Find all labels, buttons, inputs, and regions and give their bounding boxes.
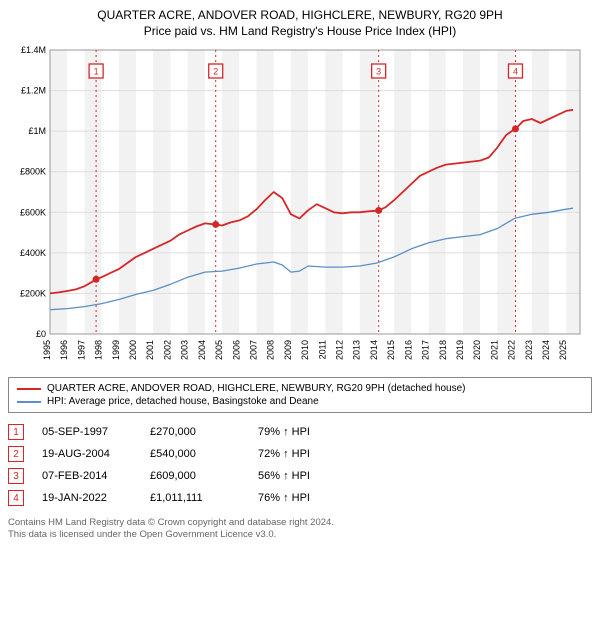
- chart-title-line2: Price paid vs. HM Land Registry's House …: [8, 24, 592, 38]
- svg-text:£800K: £800K: [20, 167, 46, 177]
- svg-text:2006: 2006: [231, 340, 241, 360]
- svg-text:2024: 2024: [541, 340, 551, 360]
- svg-text:2016: 2016: [403, 340, 413, 360]
- svg-text:2012: 2012: [335, 340, 345, 360]
- legend-row: HPI: Average price, detached house, Basi…: [17, 395, 583, 408]
- legend-swatch: [17, 388, 41, 390]
- legend-label: QUARTER ACRE, ANDOVER ROAD, HIGHCLERE, N…: [47, 383, 465, 394]
- svg-text:1996: 1996: [59, 340, 69, 360]
- footer-attribution: Contains HM Land Registry data © Crown c…: [8, 517, 592, 542]
- svg-text:£600K: £600K: [20, 207, 46, 217]
- svg-text:2014: 2014: [369, 340, 379, 360]
- sale-date: 05-SEP-1997: [42, 426, 132, 438]
- svg-text:2021: 2021: [489, 340, 499, 360]
- svg-text:2009: 2009: [283, 340, 293, 360]
- sale-pct: 79% ↑ HPI: [258, 426, 348, 438]
- price-chart: £0 £200K £400K £600K £800K £1M £1.2M £1.4M 1995 1…: [8, 44, 588, 364]
- sale-pct: 72% ↑ HPI: [258, 448, 348, 460]
- svg-text:2004: 2004: [197, 340, 207, 360]
- sales-table: 1 05-SEP-1997 £270,000 79% ↑ HPI 2 19-AUG-200…: [8, 421, 592, 509]
- svg-text:2007: 2007: [248, 340, 258, 360]
- svg-text:£200K: £200K: [20, 288, 46, 298]
- svg-text:2018: 2018: [438, 340, 448, 360]
- svg-text:2022: 2022: [507, 340, 517, 360]
- sale-price: £1,011,111: [150, 492, 240, 504]
- svg-text:3: 3: [376, 67, 381, 77]
- sale-marker: 4: [8, 490, 24, 506]
- legend-row: QUARTER ACRE, ANDOVER ROAD, HIGHCLERE, N…: [17, 382, 583, 395]
- svg-text:1: 1: [94, 67, 99, 77]
- svg-text:£1M: £1M: [28, 126, 46, 136]
- legend-swatch: [17, 401, 41, 403]
- svg-text:£400K: £400K: [20, 248, 46, 258]
- svg-text:1998: 1998: [94, 340, 104, 360]
- footer-line1: Contains HM Land Registry data © Crown c…: [8, 517, 592, 529]
- sale-marker: 3: [8, 468, 24, 484]
- sale-date: 19-JAN-2022: [42, 492, 132, 504]
- svg-text:2003: 2003: [180, 340, 190, 360]
- svg-text:1995: 1995: [42, 340, 52, 360]
- svg-text:2019: 2019: [455, 340, 465, 360]
- svg-text:1997: 1997: [76, 340, 86, 360]
- chart-container: £0 £200K £400K £600K £800K £1M £1.2M £1.4M 1995 1…: [8, 44, 592, 369]
- svg-text:2: 2: [213, 67, 218, 77]
- sale-row: 2 19-AUG-2004 £540,000 72% ↑ HPI: [8, 443, 592, 465]
- svg-text:£0: £0: [36, 329, 46, 339]
- svg-text:2020: 2020: [472, 340, 482, 360]
- sale-date: 07-FEB-2014: [42, 470, 132, 482]
- sale-pct: 76% ↑ HPI: [258, 492, 348, 504]
- chart-title-line1: QUARTER ACRE, ANDOVER ROAD, HIGHCLERE, N…: [8, 8, 592, 22]
- legend: QUARTER ACRE, ANDOVER ROAD, HIGHCLERE, N…: [8, 377, 592, 413]
- svg-text:2015: 2015: [386, 340, 396, 360]
- sale-row: 4 19-JAN-2022 £1,011,111 76% ↑ HPI: [8, 487, 592, 509]
- sale-marker: 2: [8, 446, 24, 462]
- svg-text:2023: 2023: [524, 340, 534, 360]
- svg-text:2013: 2013: [352, 340, 362, 360]
- sale-pct: 56% ↑ HPI: [258, 470, 348, 482]
- svg-text:2025: 2025: [558, 340, 568, 360]
- svg-text:2005: 2005: [214, 340, 224, 360]
- sale-price: £270,000: [150, 426, 240, 438]
- svg-text:1999: 1999: [111, 340, 121, 360]
- svg-text:2002: 2002: [162, 340, 172, 360]
- sale-row: 3 07-FEB-2014 £609,000 56% ↑ HPI: [8, 465, 592, 487]
- svg-text:2011: 2011: [317, 340, 327, 359]
- footer-line2: This data is licensed under the Open Gov…: [8, 529, 592, 541]
- svg-text:£1.2M: £1.2M: [21, 86, 46, 96]
- chart-title-block: QUARTER ACRE, ANDOVER ROAD, HIGHCLERE, N…: [8, 8, 592, 38]
- sale-price: £540,000: [150, 448, 240, 460]
- svg-text:4: 4: [513, 67, 518, 77]
- svg-text:2008: 2008: [266, 340, 276, 360]
- sale-price: £609,000: [150, 470, 240, 482]
- legend-label: HPI: Average price, detached house, Basi…: [47, 396, 319, 407]
- svg-text:2010: 2010: [300, 340, 310, 360]
- sale-date: 19-AUG-2004: [42, 448, 132, 460]
- svg-text:2017: 2017: [421, 340, 431, 360]
- svg-text:2000: 2000: [128, 340, 138, 360]
- svg-text:2001: 2001: [145, 340, 155, 360]
- svg-text:£1.4M: £1.4M: [21, 45, 46, 55]
- sale-row: 1 05-SEP-1997 £270,000 79% ↑ HPI: [8, 421, 592, 443]
- sale-marker: 1: [8, 424, 24, 440]
